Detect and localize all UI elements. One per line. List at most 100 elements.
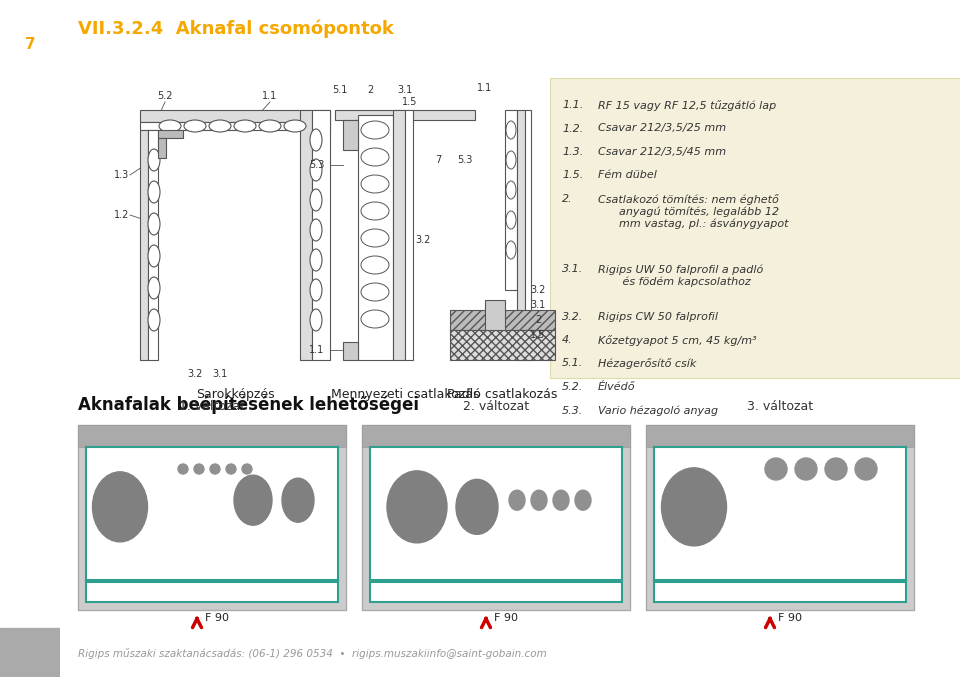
Text: 1.5: 1.5 xyxy=(402,97,418,107)
Ellipse shape xyxy=(361,310,389,328)
Bar xyxy=(393,110,405,360)
Text: Csatlakozó tömítés: nem éghető
      anyagú tömítés, legalább 12
      mm vastag: Csatlakozó tömítés: nem éghető anyagú tö… xyxy=(598,194,788,230)
Bar xyxy=(358,115,393,360)
Bar xyxy=(158,130,183,138)
Text: 2.: 2. xyxy=(562,194,572,204)
Ellipse shape xyxy=(506,121,516,139)
Text: 1.2: 1.2 xyxy=(114,210,130,220)
Ellipse shape xyxy=(553,490,569,510)
Text: 5.3: 5.3 xyxy=(309,160,324,170)
Text: 1.2.: 1.2. xyxy=(562,123,584,133)
Text: F 90: F 90 xyxy=(778,613,802,623)
Ellipse shape xyxy=(148,277,160,299)
Bar xyxy=(362,425,630,610)
Ellipse shape xyxy=(506,241,516,259)
Ellipse shape xyxy=(825,458,847,480)
Ellipse shape xyxy=(234,120,256,132)
Ellipse shape xyxy=(310,189,322,211)
Ellipse shape xyxy=(148,149,160,171)
Ellipse shape xyxy=(148,181,160,203)
Text: 3.1: 3.1 xyxy=(212,369,228,379)
Text: 3.2: 3.2 xyxy=(187,369,203,379)
Ellipse shape xyxy=(361,256,389,274)
Bar xyxy=(0,628,60,677)
Bar xyxy=(646,425,914,610)
Bar xyxy=(343,120,358,150)
Ellipse shape xyxy=(310,129,322,151)
Text: 1.5.: 1.5. xyxy=(562,171,584,181)
Bar xyxy=(646,425,914,447)
Bar xyxy=(370,582,622,602)
Text: 1.5: 1.5 xyxy=(530,330,545,340)
Bar xyxy=(140,122,330,130)
Ellipse shape xyxy=(310,219,322,241)
Text: 2: 2 xyxy=(535,315,541,325)
Ellipse shape xyxy=(506,211,516,229)
Text: Rigips műszaki szaktanácsadás: (06-1) 296 0534  •  rigips.muszakiinfo@saint-goba: Rigips műszaki szaktanácsadás: (06-1) 29… xyxy=(78,648,547,659)
Text: Élvédő: Élvédő xyxy=(598,382,636,392)
Text: Mennyezeti csatlakozás: Mennyezeti csatlakozás xyxy=(331,388,479,401)
Text: Kőzetgyapot 5 cm, 45 kg/m³: Kőzetgyapot 5 cm, 45 kg/m³ xyxy=(598,335,756,346)
Ellipse shape xyxy=(795,458,817,480)
Text: Rigips CW 50 falprofil: Rigips CW 50 falprofil xyxy=(598,311,718,322)
Text: F 90: F 90 xyxy=(494,613,518,623)
Text: Sarokképzés: Sarokképzés xyxy=(196,388,275,401)
Bar xyxy=(405,110,413,360)
Bar xyxy=(517,110,525,360)
Text: 1. változat: 1. változat xyxy=(179,400,245,413)
Ellipse shape xyxy=(361,283,389,301)
Ellipse shape xyxy=(456,479,498,534)
Ellipse shape xyxy=(387,471,447,543)
Bar xyxy=(654,447,906,580)
Ellipse shape xyxy=(92,472,148,542)
Bar xyxy=(525,110,531,360)
Ellipse shape xyxy=(210,464,220,474)
Text: 3. változat: 3. változat xyxy=(747,400,813,413)
Ellipse shape xyxy=(284,120,306,132)
Ellipse shape xyxy=(178,464,188,474)
Text: 5.3: 5.3 xyxy=(457,155,472,165)
Text: F 90: F 90 xyxy=(494,562,518,572)
Ellipse shape xyxy=(159,120,181,132)
Text: Csavar 212/3,5/45 mm: Csavar 212/3,5/45 mm xyxy=(598,147,726,157)
Bar xyxy=(505,110,517,290)
Text: 1.1: 1.1 xyxy=(309,345,324,355)
Text: Vario hézagoló anyag: Vario hézagoló anyag xyxy=(598,406,718,416)
Text: 2: 2 xyxy=(367,85,373,95)
Ellipse shape xyxy=(148,213,160,235)
Text: 5.2.: 5.2. xyxy=(562,382,584,392)
Text: Előtétfalak és aknafalak: Előtétfalak és aknafalak xyxy=(26,342,35,443)
Text: 1.3: 1.3 xyxy=(114,170,130,180)
Text: F 90: F 90 xyxy=(205,562,229,572)
Text: F 90: F 90 xyxy=(205,613,229,623)
Ellipse shape xyxy=(310,279,322,301)
Text: 7: 7 xyxy=(435,155,442,165)
Text: Fém dübel: Fém dübel xyxy=(598,171,657,181)
Text: Rigips UW 50 falprofil a padló
       és födém kapcsolathoz: Rigips UW 50 falprofil a padló és födém … xyxy=(598,265,763,287)
Bar xyxy=(300,110,312,360)
Ellipse shape xyxy=(361,229,389,247)
Ellipse shape xyxy=(361,148,389,166)
Text: F 90: F 90 xyxy=(778,562,802,572)
Ellipse shape xyxy=(282,478,314,522)
Text: Hézagerősítő csík: Hézagerősítő csík xyxy=(598,359,696,370)
Ellipse shape xyxy=(855,458,877,480)
Bar xyxy=(140,130,148,360)
Text: 3.1: 3.1 xyxy=(530,300,545,310)
Ellipse shape xyxy=(226,464,236,474)
Bar xyxy=(362,425,630,447)
Ellipse shape xyxy=(194,464,204,474)
Text: 1.1.: 1.1. xyxy=(562,100,584,110)
Text: Aknafalak beépítésének lehetőségei: Aknafalak beépítésének lehetőségei xyxy=(78,395,419,414)
Text: 5.2: 5.2 xyxy=(157,91,173,101)
Ellipse shape xyxy=(765,458,787,480)
Ellipse shape xyxy=(209,120,231,132)
Bar xyxy=(550,78,960,378)
Ellipse shape xyxy=(184,120,206,132)
Text: 5.1.: 5.1. xyxy=(562,359,584,368)
Ellipse shape xyxy=(148,245,160,267)
Bar xyxy=(158,138,166,158)
Bar xyxy=(78,425,346,447)
Bar xyxy=(485,300,505,330)
Bar xyxy=(140,110,330,122)
